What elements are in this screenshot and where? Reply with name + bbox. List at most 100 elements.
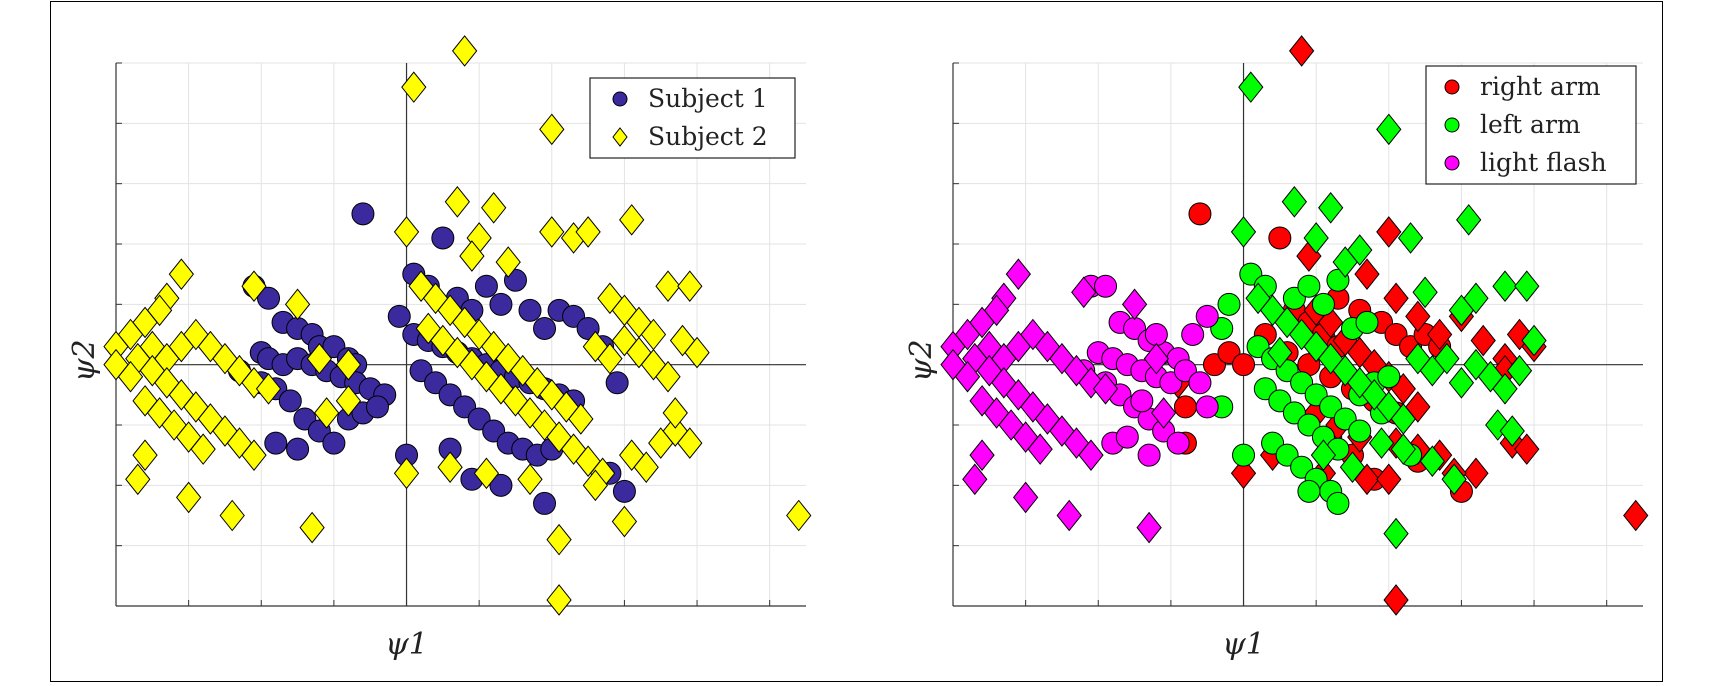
y-axis-label: ψ2 [67, 339, 102, 382]
data-point [1217, 292, 1241, 316]
data-point [1347, 234, 1373, 266]
data-point [1195, 304, 1219, 328]
data-point [575, 216, 601, 248]
data-point [1448, 366, 1475, 399]
data-point [1121, 288, 1148, 321]
data-point [1339, 451, 1366, 484]
data-point [1354, 258, 1380, 290]
data-point [495, 246, 521, 278]
data-point [1419, 445, 1446, 478]
data-point [1092, 372, 1119, 405]
data-point [168, 258, 195, 290]
data-point [1281, 185, 1308, 218]
data-point [286, 437, 310, 461]
data-point [1078, 439, 1104, 471]
data-point [1130, 389, 1154, 413]
data-point [393, 457, 420, 490]
data-point [546, 584, 572, 616]
legend-marker [1444, 155, 1460, 171]
data-point [264, 431, 288, 455]
data-point [431, 226, 455, 250]
data-point [117, 318, 144, 351]
data-point [1426, 318, 1453, 351]
data-point [633, 451, 659, 484]
data-point [612, 479, 636, 503]
legend-box [589, 77, 796, 159]
data-point [1071, 276, 1097, 309]
data-point [401, 71, 427, 103]
data-point [1383, 517, 1409, 550]
data-point [1368, 427, 1395, 459]
data-point [474, 274, 498, 298]
data-point [1230, 216, 1257, 248]
data-point [518, 298, 542, 322]
data-point [1326, 491, 1350, 515]
data-point [299, 511, 325, 544]
data-point [1463, 282, 1489, 315]
data-point [219, 499, 245, 532]
data-point [1521, 324, 1547, 357]
data-point [473, 457, 500, 490]
data-point [1267, 336, 1293, 369]
legend-label: light flash [1480, 148, 1607, 177]
data-point [488, 372, 514, 405]
data-point [1390, 433, 1416, 465]
data-point [1005, 258, 1032, 290]
data-point [284, 288, 311, 321]
data-point [1376, 113, 1402, 146]
data-point [1188, 371, 1212, 395]
series-left-arm [1210, 71, 1547, 550]
data-point [1288, 35, 1315, 67]
data-point [1318, 191, 1344, 224]
data-point [1232, 353, 1256, 377]
legend-label: left arm [1480, 110, 1581, 139]
data-point [1232, 443, 1256, 467]
data-point [684, 336, 710, 369]
series-light-flash [940, 258, 1219, 544]
data-point [1514, 270, 1540, 303]
data-point [1506, 354, 1533, 387]
data-point [611, 505, 638, 538]
data-point [1434, 342, 1460, 375]
data-point [489, 473, 513, 497]
data-point [322, 431, 346, 455]
data-point [1115, 425, 1139, 449]
data-point [1470, 324, 1496, 357]
data-point [1188, 202, 1212, 226]
data-point [1383, 584, 1409, 616]
data-point [662, 397, 688, 429]
data-point [1173, 395, 1197, 419]
series-subject-2 [103, 35, 812, 616]
data-point [605, 371, 629, 395]
data-point [597, 342, 623, 375]
x-axis-label: ψ1 [385, 627, 428, 662]
data-point [539, 216, 565, 248]
data-point [351, 202, 375, 226]
data-point [278, 389, 302, 413]
data-point [1311, 292, 1335, 316]
data-point [655, 360, 681, 393]
data-point [568, 403, 594, 435]
data-point [582, 469, 609, 502]
data-point [1150, 397, 1177, 429]
data-point [313, 397, 340, 429]
legend-marker [612, 91, 628, 107]
legend-marker [612, 127, 628, 147]
legend-marker [1444, 79, 1460, 95]
data-point [1412, 276, 1438, 309]
data-point [1238, 71, 1264, 103]
x-axis-label: ψ1 [1222, 627, 1265, 662]
data-point [255, 372, 282, 405]
data-point [1195, 395, 1219, 419]
data-point [190, 433, 216, 465]
data-point [1297, 274, 1321, 298]
data-point [1377, 365, 1401, 389]
data-point [619, 204, 645, 236]
data-point [257, 286, 281, 310]
data-point [655, 270, 681, 303]
data-point [1137, 443, 1161, 467]
data-point [1623, 499, 1649, 532]
scatter-panel-2: ψ1 ψ2 right arm left arm light flash [904, 35, 1649, 662]
data-point [940, 348, 966, 381]
